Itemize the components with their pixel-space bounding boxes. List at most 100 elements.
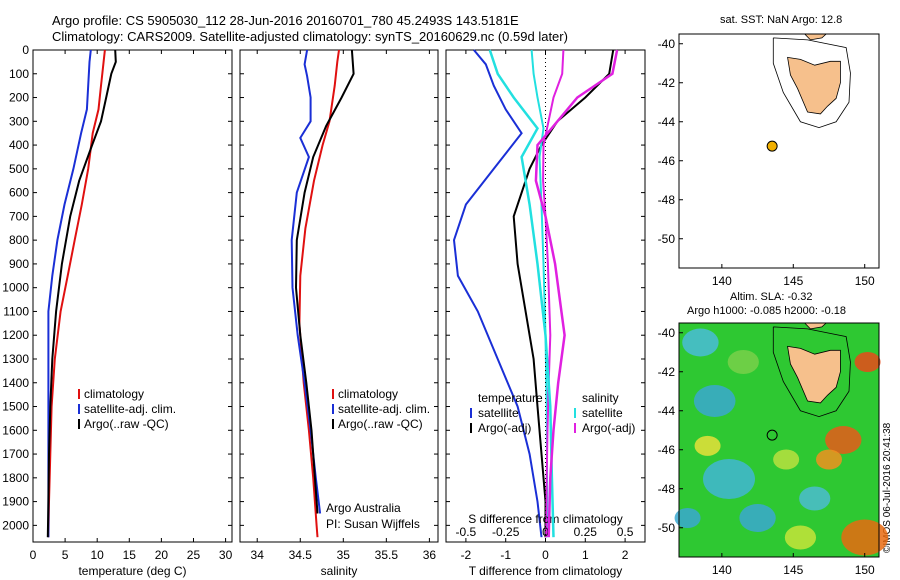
heatmap-blob [841, 519, 889, 556]
annotation-pi: PI: Susan Wijffels [326, 517, 420, 531]
stick-label: 0 [542, 525, 549, 539]
map-frame [678, 322, 880, 558]
xtick-label: -2 [461, 548, 472, 562]
ytick-label: 1500 [2, 400, 29, 414]
ytick-label: 1600 [2, 423, 29, 437]
map-ytick-label: -46 [658, 154, 676, 168]
ytick-label: 1100 [3, 304, 29, 318]
xtick-label: 25 [187, 548, 201, 562]
tasmania-land [787, 345, 841, 404]
xaxis-label: T difference from climatology [469, 564, 623, 578]
heatmap-blob [703, 459, 755, 499]
xaxis-label-top: S difference from climatology [468, 512, 623, 526]
heatmap-blob [773, 449, 800, 470]
xtick-label: 34 [251, 548, 265, 562]
legend-label-salinity: satellite [582, 406, 623, 420]
map-sla-title-line-1: Altim. SLA: -0.32 [730, 291, 813, 303]
heatmap-blob [693, 385, 736, 417]
xtick-label: 5 [62, 548, 69, 562]
map-ytick-label: -40 [658, 37, 676, 51]
stick-label: -0.25 [492, 525, 520, 539]
title-line-2: Climatology: CARS2009. Satellite-adjuste… [52, 29, 568, 44]
ytick-label: 100 [9, 67, 29, 81]
xtick-label: 0 [30, 548, 37, 562]
heatmap-blob [682, 328, 719, 357]
xtick-label: 30 [219, 548, 233, 562]
map-ytick-label: -50 [658, 521, 676, 535]
title-line-1: Argo profile: CS 5905030_112 28-Jun-2016… [52, 13, 519, 28]
map-ytick-label: -50 [658, 232, 676, 246]
map-xtick-label: 145 [783, 563, 803, 577]
legend-label: Argo(..raw -QC) [338, 417, 423, 431]
heatmap-blob [739, 504, 776, 532]
xtick-label: 0 [542, 548, 549, 562]
legend-label-salinity: salinity [582, 391, 619, 405]
legend-label: climatology [338, 387, 398, 401]
map-ytick-label: -44 [658, 404, 676, 418]
panel-frame-salinity [239, 49, 439, 543]
xtick-label: -1 [500, 548, 511, 562]
series-line-salinity-2 [488, 49, 555, 538]
xtick-label: 35.5 [375, 548, 399, 562]
ytick-label: 800 [9, 233, 29, 247]
ytick-label: 1700 [2, 447, 29, 461]
ytick-label: 500 [9, 162, 29, 176]
map-xtick-label: 145 [783, 274, 803, 288]
xtick-label: 15 [123, 548, 137, 562]
legend-label-temperature: temperature [478, 391, 543, 405]
ytick-label: 1900 [2, 495, 29, 509]
legend-label-temperature: Argo(-adj) [478, 421, 531, 435]
map-xtick-label: 150 [855, 563, 875, 577]
ytick-label: 700 [9, 209, 29, 223]
shelf-contour [772, 326, 851, 418]
series-line-climatology [298, 49, 340, 538]
xtick-label: 36 [423, 548, 437, 562]
heatmap-blob [854, 352, 881, 372]
panel-frame-temperature [32, 49, 233, 543]
ytick-label: 200 [9, 91, 29, 105]
map-ytick-label: -42 [658, 76, 676, 90]
map-xtick-label: 140 [712, 274, 732, 288]
series-line-salinity-3 [534, 49, 619, 538]
mainland-land [803, 33, 828, 41]
map-ytick-label: -46 [658, 443, 676, 457]
legend-label: climatology [84, 387, 144, 401]
xtick-label: 1 [582, 548, 589, 562]
series-line-climatology [47, 49, 106, 538]
xaxis-label: temperature (deg C) [78, 564, 186, 578]
float-position-marker [766, 140, 778, 152]
panel-frame-difference [445, 49, 646, 543]
ytick-label: 1300 [2, 352, 29, 366]
heatmap-blob [784, 525, 817, 550]
ytick-label: 1200 [2, 328, 29, 342]
ytick-label: 1800 [2, 471, 29, 485]
ytick-label: 0 [22, 43, 29, 57]
ytick-label: 2000 [2, 518, 29, 532]
annotation-institution: Argo Australia [326, 501, 401, 515]
heatmap-blob [816, 449, 842, 470]
stick-label: 0.25 [574, 525, 598, 539]
heatmap-blob [825, 426, 862, 454]
series-line-satellite-adj-clim- [47, 49, 92, 538]
series-line-argo-raw-qc- [46, 49, 117, 538]
map-ytick-label: -42 [658, 365, 676, 379]
xtick-label: 34.5 [289, 548, 313, 562]
series-line-t-argo-adj- [512, 49, 615, 538]
map-sla-title-line-2: Argo h1000: -0.085 h2000: -0.18 [687, 305, 847, 317]
map-xtick-label: 150 [855, 274, 875, 288]
heatmap-blob [694, 435, 721, 456]
legend-label: satellite-adj. clim. [84, 402, 176, 416]
xtick-label: 20 [155, 548, 169, 562]
map-ytick-label: -48 [658, 193, 676, 207]
ytick-label: 300 [9, 114, 29, 128]
xtick-label: 35 [337, 548, 351, 562]
map-ytick-label: -48 [658, 482, 676, 496]
series-line-satellite-adj-clim- [290, 49, 322, 514]
ytick-label: 1000 [2, 281, 29, 295]
xtick-label: 2 [622, 548, 629, 562]
tasmania-land [787, 56, 841, 115]
legend-label-salinity: Argo(-adj) [582, 421, 635, 435]
map-sst-title: sat. SST: NaN Argo: 12.8 [720, 14, 843, 26]
legend-label: satellite-adj. clim. [338, 402, 430, 416]
